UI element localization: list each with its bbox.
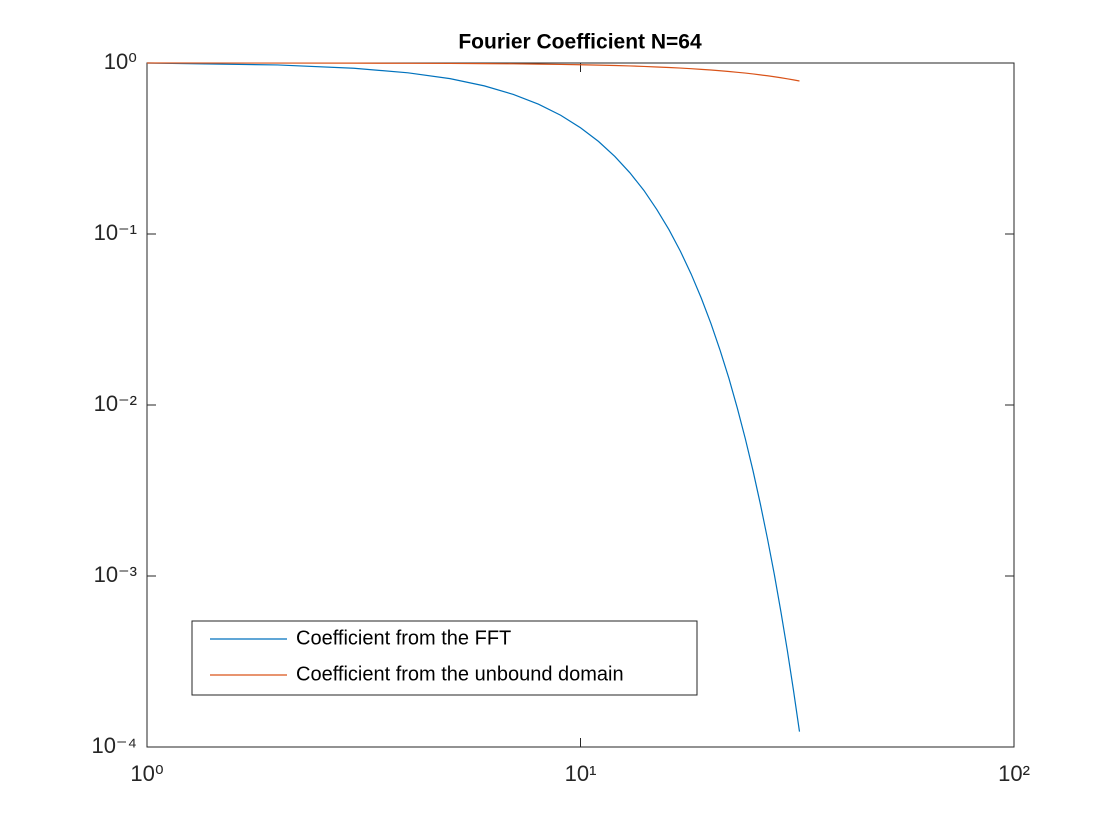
x-tick-label: 10¹ xyxy=(565,761,597,786)
y-tick-label: 10⁻⁴ xyxy=(91,733,137,758)
chart-title: Fourier Coefficient N=64 xyxy=(458,31,702,54)
legend-label: Coefficient from the FFT xyxy=(296,627,511,649)
y-tick-label: 10⁰ xyxy=(104,49,137,74)
series-line xyxy=(146,62,800,82)
y-tick-label: 10⁻³ xyxy=(94,562,137,587)
x-tick-label: 10⁰ xyxy=(130,761,163,786)
legend-label: Coefficient from the unbound domain xyxy=(296,663,624,685)
y-tick-label: 10⁻¹ xyxy=(94,220,137,245)
y-tick-label: 10⁻² xyxy=(94,391,137,416)
x-tick-label: 10² xyxy=(998,761,1030,786)
legend-box xyxy=(191,620,698,696)
series-line xyxy=(146,62,801,732)
